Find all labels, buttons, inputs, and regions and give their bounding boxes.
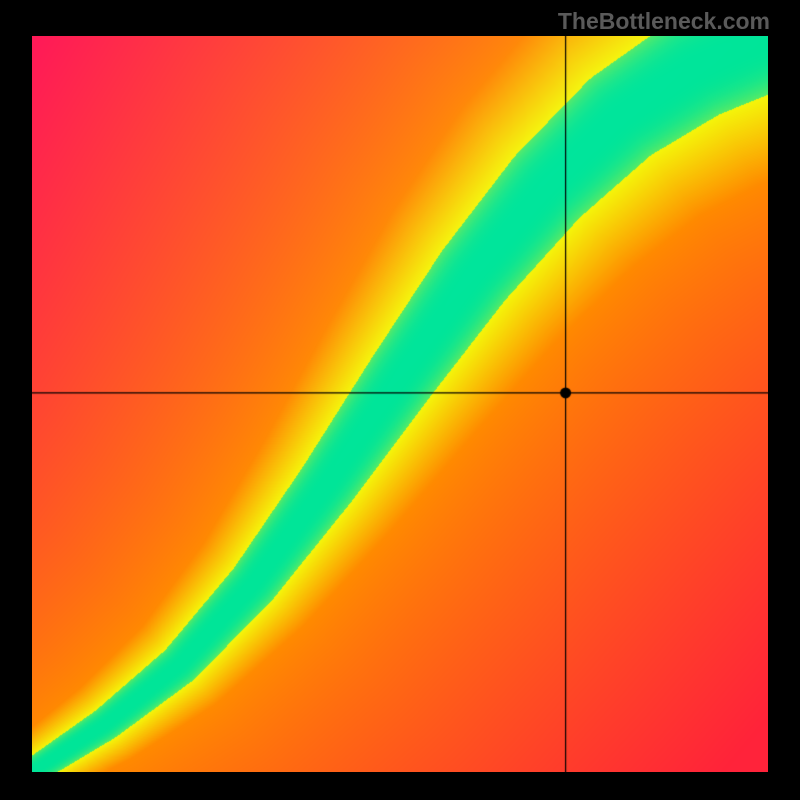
watermark-text: TheBottleneck.com <box>558 8 770 35</box>
heatmap-canvas <box>32 36 768 772</box>
chart-container: TheBottleneck.com <box>0 0 800 800</box>
